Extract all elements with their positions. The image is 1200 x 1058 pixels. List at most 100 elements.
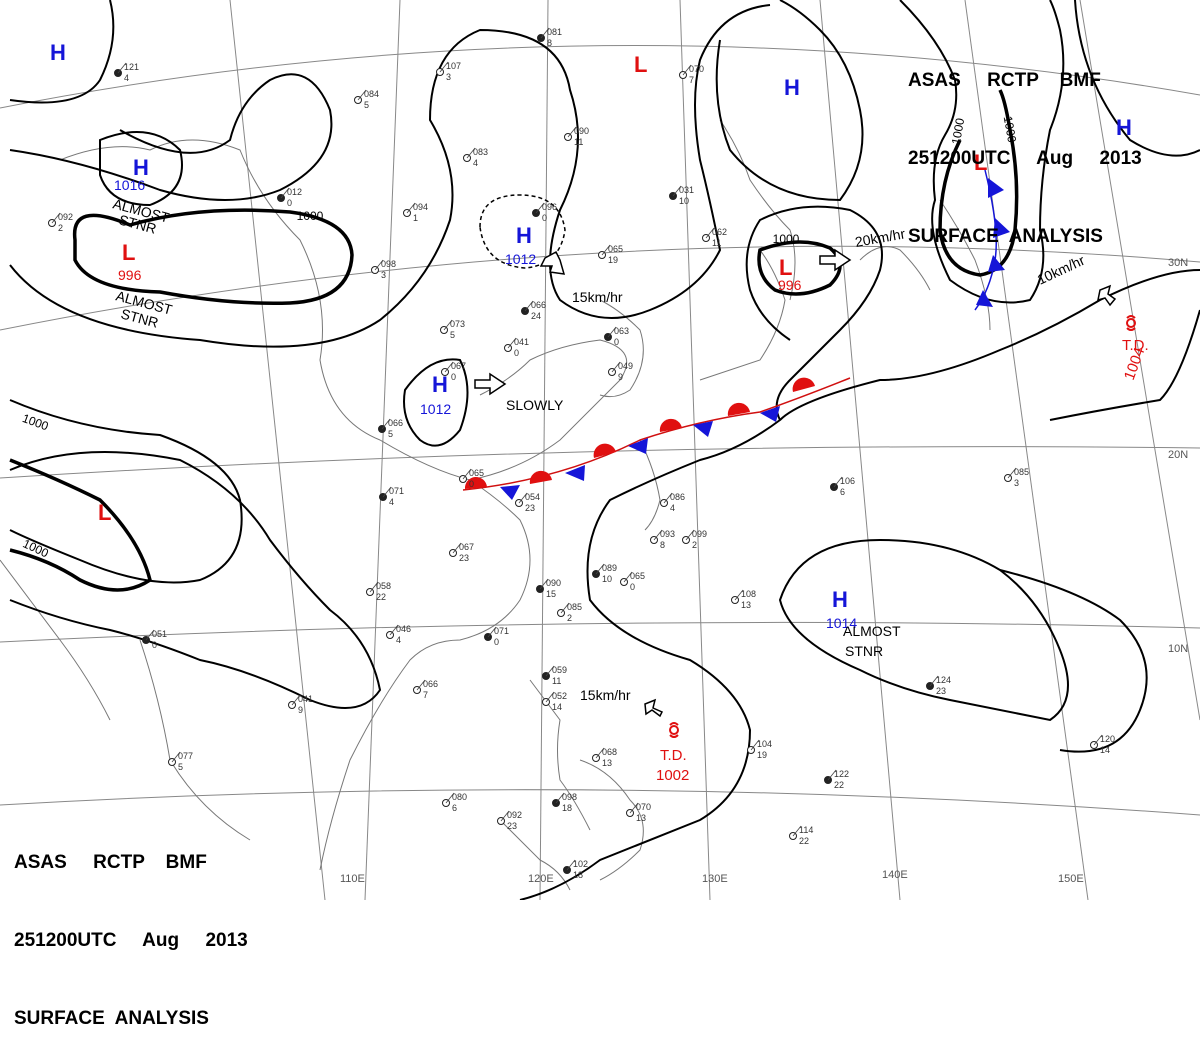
wind-barb-icon: [566, 859, 576, 871]
station-pressure: 106: [840, 476, 855, 486]
station-tendency: 10: [679, 196, 689, 206]
wind-barb-icon: [623, 571, 633, 583]
motion-label: SLOWLY: [506, 397, 564, 413]
station-pressure: 066: [423, 679, 438, 689]
station-pressure: 054: [525, 492, 540, 502]
station-pressure: 098: [562, 792, 577, 802]
station-tendency: 23: [459, 553, 469, 563]
motion-arrow-icon: [644, 698, 664, 718]
wind-barb-icon: [291, 694, 301, 706]
station-pressure: 068: [602, 747, 617, 757]
station-pressure: 099: [692, 529, 707, 539]
station-tendency: 2: [58, 223, 63, 233]
cold-front-symbol: [988, 255, 1005, 272]
station-pressure: 081: [547, 27, 562, 37]
station-tendency: 5: [364, 100, 369, 110]
system-note: STNR: [845, 643, 883, 659]
wind-barb-icon: [389, 624, 399, 636]
wind-barb-icon: [507, 337, 517, 349]
station-tendency: 2: [567, 613, 572, 623]
wind-barb-icon: [595, 563, 605, 575]
station-tendency: 0: [469, 479, 474, 489]
td-pressure-value: 1002: [656, 767, 689, 784]
station-pressure: 062: [712, 227, 727, 237]
wind-barb-icon: [374, 259, 384, 271]
station-tendency: 0: [494, 637, 499, 647]
high-center: H: [516, 223, 532, 248]
lon-label: 140E: [882, 869, 908, 881]
td-symbols: [669, 315, 1136, 738]
station-pressure: 012: [287, 187, 302, 197]
low-center: L: [98, 500, 111, 525]
cold-front-symbol: [760, 406, 780, 422]
motion-arrow-icon: [539, 250, 566, 275]
wind-barb-icon: [545, 691, 555, 703]
station-tendency: 13: [602, 758, 612, 768]
station-pressure: 077: [178, 751, 193, 761]
station-pressure: 065: [469, 468, 484, 478]
wind-barb-icon: [792, 825, 802, 837]
cold-front-symbol: [993, 218, 1010, 238]
station-pressure: 102: [573, 859, 588, 869]
motion-arrow-icon: [819, 248, 852, 272]
station-pressure: 073: [450, 319, 465, 329]
warm-front-symbol: [529, 470, 552, 484]
station-pressure: 120: [1100, 734, 1115, 744]
station-tendency: 15: [546, 589, 556, 599]
station-tendency: 4: [473, 158, 478, 168]
header-line: ASAS RCTP BMF: [908, 70, 1101, 91]
station-tendency: 3: [381, 270, 386, 280]
station-tendency: 5: [450, 330, 455, 340]
station-tendency: 0: [542, 213, 547, 223]
station-tendency: 3: [446, 72, 451, 82]
station-pressure: 065: [630, 571, 645, 581]
cold-front-symbol: [565, 465, 585, 481]
station-pressure: 066: [531, 300, 546, 310]
high-center: H: [832, 587, 848, 612]
cold-front-symbol: [976, 290, 993, 307]
cold-front-symbol: [628, 438, 648, 454]
motion-arrows: [474, 248, 1117, 718]
wind-barb-icon: [540, 27, 550, 39]
station-tendency: 11: [712, 238, 721, 248]
cold-front-symbol: [988, 178, 1004, 198]
station-tendency: 13: [741, 600, 751, 610]
td-label: T.D.: [1122, 337, 1149, 354]
station-pressure: 052: [552, 691, 567, 701]
station-pressure: 063: [614, 326, 629, 336]
motion-arrow-icon: [1097, 284, 1117, 307]
station-pressure: 071: [494, 626, 509, 636]
station-pressure: 065: [608, 244, 623, 254]
motion-label: 15km/hr: [572, 289, 623, 305]
wind-barb-icon: [682, 64, 692, 76]
wind-barb-icon: [545, 665, 555, 677]
header-line: 251200UTC Aug 2013: [14, 930, 248, 951]
wind-barb-icon: [381, 418, 391, 430]
header-bottom-left: ASAS RCTP BMF 251200UTC Aug 2013 SURFACE…: [14, 798, 248, 1058]
wind-barb-icon: [524, 300, 534, 312]
station-pressure: 121: [124, 62, 139, 72]
lon-label: 110E: [340, 873, 365, 885]
warm-front-symbol: [727, 402, 750, 416]
wind-barb-icon: [369, 581, 379, 593]
wind-barb-icon: [117, 62, 127, 74]
cold-front-symbol: [500, 485, 520, 500]
wind-barb-icon: [611, 361, 621, 373]
